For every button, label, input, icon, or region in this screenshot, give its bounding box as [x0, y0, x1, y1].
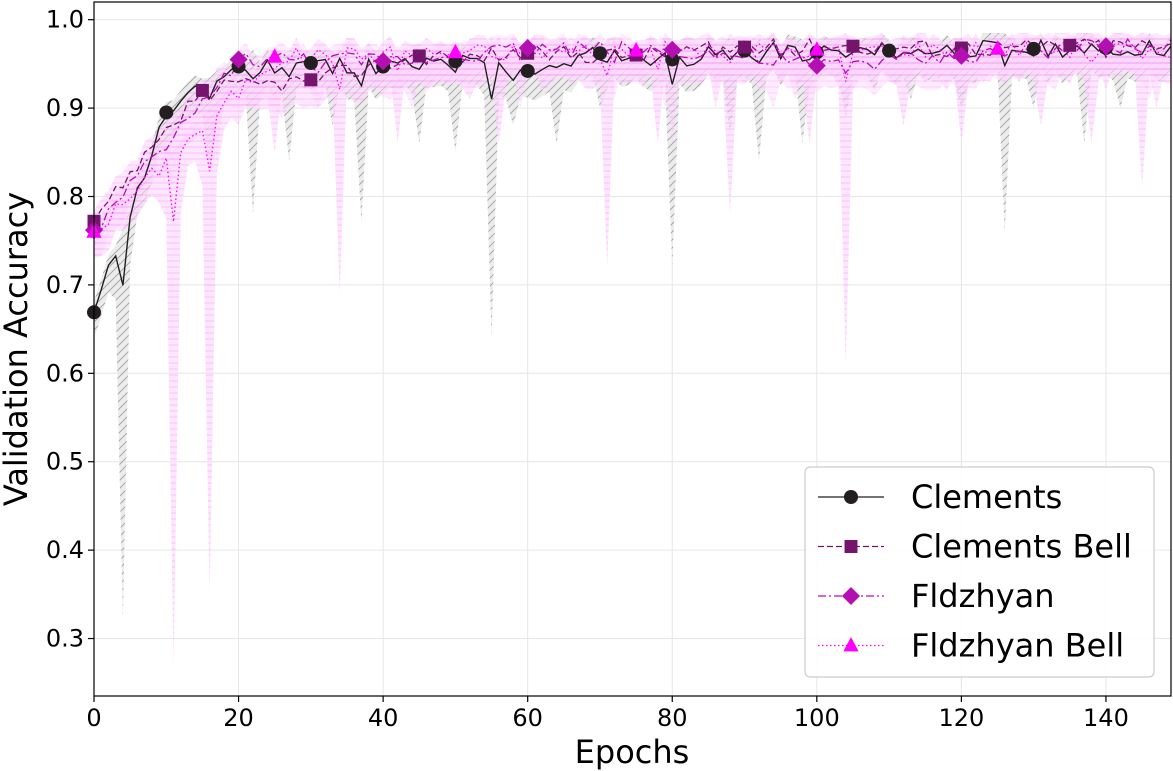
point-clements	[592, 46, 607, 61]
legend: Clements Clements Bell Fldzhyan Fldzhyan Be…	[804, 466, 1155, 678]
point-fldzhyan	[374, 52, 393, 71]
legend-marker-fldzhyan-bell	[843, 636, 859, 652]
x-tick-label: 20	[223, 704, 254, 732]
point-clements-bell	[738, 40, 752, 54]
x-tick-label: 40	[368, 704, 399, 732]
point-fldzhyan	[952, 46, 971, 65]
point-clements-bell	[412, 49, 426, 63]
series-markers	[85, 37, 1115, 320]
legend-marker-clements	[843, 489, 859, 505]
point-clements-bell	[846, 39, 860, 53]
point-fldzhyan	[1096, 37, 1115, 56]
legend-frame	[804, 466, 1155, 678]
variance-bands	[94, 32, 1171, 666]
line-fldzhyan-bell	[94, 40, 1171, 233]
point-clements	[520, 63, 535, 78]
point-clements	[665, 52, 680, 67]
x-tick-label: 120	[938, 704, 984, 732]
y-axis-label: Validation Accuracy	[0, 192, 35, 506]
x-axis: 0 20 40 60 80 100 120 140	[86, 696, 1129, 732]
point-fldzhyan	[663, 40, 682, 59]
legend-label-clements-bell: Clements Bell	[911, 528, 1132, 566]
plot-frame	[93, 1, 1172, 697]
legend-marker-fldzhyan	[842, 587, 860, 605]
point-fldzhyan-bell	[447, 43, 464, 59]
y-tick-label: 0.3	[46, 625, 84, 653]
point-clements-bell	[1063, 38, 1077, 52]
y-tick-label: 0.5	[46, 448, 84, 476]
point-clements	[159, 105, 174, 120]
y-tick-label: 0.4	[46, 536, 84, 564]
y-tick-label: 0.7	[46, 271, 84, 299]
band-clements	[94, 32, 1171, 621]
y-axis: 0.3 0.4 0.5 0.6 0.7 0.8 0.9 1.0	[46, 6, 94, 653]
point-clements	[303, 55, 318, 71]
point-clements-bell	[304, 73, 318, 87]
point-fldzhyan-bell	[628, 42, 644, 57]
point-fldzhyan-bell	[267, 48, 283, 63]
x-axis-label: Epochs	[575, 733, 690, 771]
y-tick-label: 0.6	[46, 359, 84, 387]
point-fldzhyan-bell	[809, 41, 825, 56]
legend-label-fldzhyan-bell: Fldzhyan Bell	[911, 627, 1124, 665]
point-fldzhyan	[229, 50, 248, 69]
x-tick-label: 140	[1083, 704, 1129, 732]
y-tick-label: 0.9	[46, 94, 84, 122]
legend-label-fldzhyan: Fldzhyan	[911, 577, 1055, 615]
point-fldzhyan-bell	[989, 40, 1006, 55]
point-clements	[1026, 41, 1041, 56]
point-fldzhyan	[807, 56, 826, 75]
x-tick-label: 100	[794, 704, 840, 732]
point-fldzhyan	[518, 38, 537, 57]
legend-marker-clements-bell	[844, 540, 858, 553]
point-clements-bell	[195, 83, 209, 97]
x-tick-label: 0	[86, 704, 101, 732]
x-tick-label: 80	[657, 704, 688, 732]
x-tick-label: 60	[512, 704, 543, 732]
legend-label-clements: Clements	[911, 478, 1062, 516]
y-tick-label: 0.8	[46, 182, 84, 210]
point-clements	[882, 43, 897, 58]
y-tick-label: 1.0	[46, 6, 84, 34]
